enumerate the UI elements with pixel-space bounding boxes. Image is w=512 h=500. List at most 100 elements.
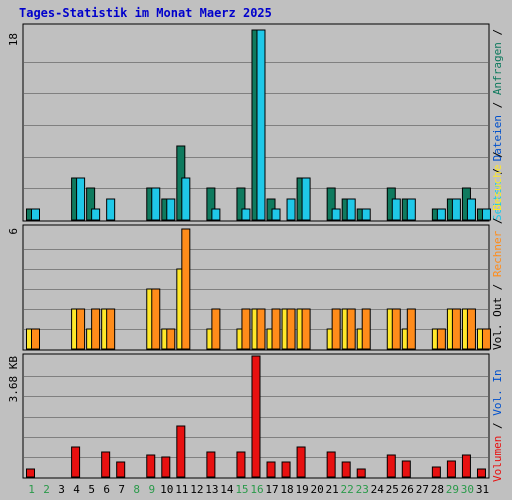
bar-volumen-day-9 (146, 454, 156, 478)
bar-volumen-day-15 (236, 451, 246, 478)
bar-dateien-day-25 (391, 198, 401, 221)
legend-separator: / (491, 95, 504, 115)
bar-dateien-day-4 (76, 177, 86, 221)
x-tick-label-day-22: 22 (341, 483, 354, 496)
bar-rechner-day-11 (181, 228, 191, 350)
bar-rechner-day-19 (301, 308, 311, 350)
x-tick-label-day-23: 23 (356, 483, 369, 496)
bar-dateien-day-13 (211, 208, 221, 221)
x-tick-label-day-20: 20 (310, 483, 323, 496)
bar-dateien-day-15 (241, 208, 251, 221)
x-tick-label-day-10: 10 (160, 483, 173, 496)
bar-rechner-day-31 (481, 328, 491, 350)
x-tick-label-day-11: 11 (175, 483, 188, 496)
bar-volumen-day-16 (251, 355, 261, 478)
bar-dateien-day-6 (106, 198, 116, 221)
x-tick-label-day-6: 6 (103, 483, 110, 496)
bar-dateien-day-18 (286, 198, 296, 221)
bar-volumen-day-17 (266, 461, 276, 478)
bar-dateien-day-19 (301, 177, 311, 221)
bar-rechner-day-21 (331, 308, 341, 350)
x-tick-label-day-7: 7 (118, 483, 125, 496)
bar-rechner-day-5 (91, 308, 101, 350)
legend-entry-rechner: Rechner (491, 230, 504, 277)
y-tick-label-3: 3.68 KB (7, 356, 20, 403)
bar-dateien-day-28 (436, 208, 446, 221)
bar-dateien-day-30 (466, 198, 476, 221)
bar-volumen-day-4 (71, 446, 81, 478)
legend-separator: / (491, 211, 504, 231)
legend-entry-anfragen: Anfragen (491, 42, 504, 95)
bar-rechner-day-9 (151, 288, 161, 350)
bar-rechner-day-6 (106, 308, 116, 350)
bar-rechner-day-13 (211, 308, 221, 350)
x-tick-label-day-28: 28 (431, 483, 444, 496)
bar-anfragen-day-13 (206, 187, 216, 221)
bar-rechner-day-15 (241, 308, 251, 350)
bar-anfragen-day-15 (236, 187, 246, 221)
legend-group-2: Vol. Out / Rechner / Besuche / (491, 151, 504, 350)
legend-group-3: Volumen / Vol. In (491, 369, 504, 482)
bar-rechner-day-16 (256, 308, 266, 350)
x-tick-label-day-25: 25 (386, 483, 399, 496)
bar-rechner-day-18 (286, 308, 296, 350)
bar-volumen-day-29 (446, 460, 456, 478)
legend-separator: / (491, 29, 504, 42)
x-tick-label-day-13: 13 (205, 483, 218, 496)
bar-volumen-day-28 (431, 466, 441, 478)
y-tick-label-1: 18 (7, 33, 20, 46)
bar-volumen-day-25 (386, 454, 396, 478)
bar-anfragen-day-21 (326, 187, 336, 221)
x-tick-label-day-30: 30 (461, 483, 474, 496)
legend-entry-volumen: Volumen (491, 436, 504, 482)
bar-dateien-day-31 (481, 208, 491, 221)
bar-dateien-day-21 (331, 208, 341, 221)
bar-dateien-day-9 (151, 187, 161, 221)
bar-dateien-day-29 (451, 198, 461, 221)
x-tick-label-day-12: 12 (190, 483, 203, 496)
legend-group-1: Seiten / Dateien / Anfragen / (491, 29, 504, 221)
x-tick-label-day-21: 21 (326, 483, 339, 496)
panel-frame-2 (22, 224, 490, 351)
bar-volumen-day-19 (296, 446, 306, 478)
legend-entry-vol-out: Vol. Out (491, 297, 504, 350)
x-tick-label-day-8: 8 (133, 483, 140, 496)
bar-anfragen-day-5 (86, 187, 96, 221)
bar-dateien-day-10 (166, 198, 176, 221)
bar-rechner-day-17 (271, 308, 281, 350)
bar-volumen-day-7 (116, 461, 126, 478)
bar-rechner-day-29 (451, 308, 461, 350)
bar-volumen-day-30 (461, 454, 471, 478)
x-tick-label-day-31: 31 (476, 483, 489, 496)
bar-dateien-day-23 (361, 208, 371, 221)
x-tick-label-day-5: 5 (88, 483, 95, 496)
bar-volumen-day-31 (476, 468, 486, 478)
bar-dateien-day-1 (31, 208, 40, 221)
legend-entry-seiten: Seiten (491, 181, 504, 221)
bar-volumen-day-1 (26, 468, 35, 478)
x-tick-label-day-1: 1 (28, 483, 35, 496)
bar-dateien-day-16 (256, 29, 266, 221)
bar-volumen-day-11 (176, 425, 186, 478)
y-tick-label-2: 6 (7, 228, 20, 235)
chart-title: Tages-Statistik im Monat Maerz 2025 (19, 6, 272, 20)
x-tick-label-day-27: 27 (416, 483, 429, 496)
x-tick-label-day-17: 17 (265, 483, 278, 496)
bar-dateien-day-17 (271, 208, 281, 221)
x-tick-label-day-14: 14 (220, 483, 234, 496)
bar-volumen-day-10 (161, 456, 171, 478)
x-tick-label-day-29: 29 (446, 483, 459, 496)
x-tick-label-day-19: 19 (295, 483, 308, 496)
bar-volumen-day-6 (101, 451, 111, 478)
bar-rechner-day-22 (346, 308, 356, 350)
bar-volumen-day-26 (401, 460, 411, 478)
x-tick-label-day-26: 26 (401, 483, 414, 496)
legend-separator: / (491, 151, 504, 164)
x-tick-label-day-3: 3 (58, 483, 65, 496)
bar-rechner-day-28 (436, 328, 446, 350)
x-tick-label-day-4: 4 (73, 483, 80, 496)
x-tick-label-day-15: 15 (235, 483, 248, 496)
bar-rechner-day-4 (76, 308, 86, 350)
bar-rechner-day-10 (166, 328, 176, 350)
